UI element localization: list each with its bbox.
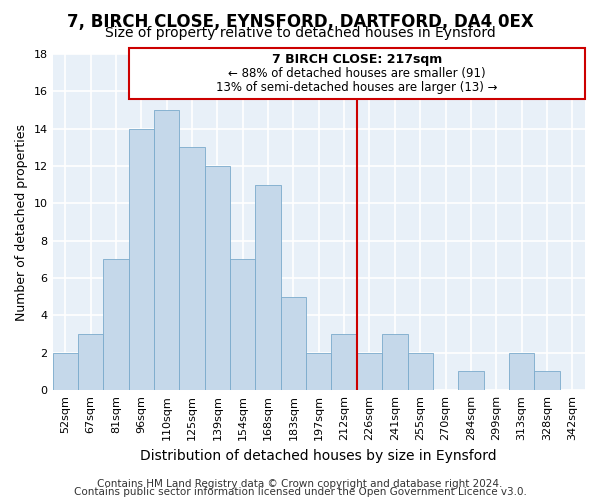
Bar	[281, 297, 306, 390]
Bar	[382, 334, 407, 390]
Bar	[407, 353, 433, 390]
Bar	[256, 184, 281, 390]
Bar	[357, 353, 382, 390]
Y-axis label: Number of detached properties: Number of detached properties	[15, 124, 28, 320]
Bar	[205, 166, 230, 390]
Bar	[534, 372, 560, 390]
Bar	[53, 353, 78, 390]
Text: 7 BIRCH CLOSE: 217sqm: 7 BIRCH CLOSE: 217sqm	[272, 53, 442, 66]
Text: ← 88% of detached houses are smaller (91): ← 88% of detached houses are smaller (91…	[228, 67, 485, 80]
Bar	[128, 128, 154, 390]
Text: 13% of semi-detached houses are larger (13) →: 13% of semi-detached houses are larger (…	[216, 81, 497, 94]
Text: Contains HM Land Registry data © Crown copyright and database right 2024.: Contains HM Land Registry data © Crown c…	[97, 479, 503, 489]
Bar	[154, 110, 179, 390]
Bar	[306, 353, 331, 390]
Bar	[128, 48, 585, 99]
X-axis label: Distribution of detached houses by size in Eynsford: Distribution of detached houses by size …	[140, 448, 497, 462]
Bar	[331, 334, 357, 390]
Bar	[458, 372, 484, 390]
Bar	[179, 148, 205, 390]
Text: 7, BIRCH CLOSE, EYNSFORD, DARTFORD, DA4 0EX: 7, BIRCH CLOSE, EYNSFORD, DARTFORD, DA4 …	[67, 12, 533, 30]
Text: Contains public sector information licensed under the Open Government Licence v3: Contains public sector information licen…	[74, 487, 526, 497]
Bar	[230, 260, 256, 390]
Bar	[509, 353, 534, 390]
Text: Size of property relative to detached houses in Eynsford: Size of property relative to detached ho…	[104, 26, 496, 40]
Bar	[103, 260, 128, 390]
Bar	[78, 334, 103, 390]
